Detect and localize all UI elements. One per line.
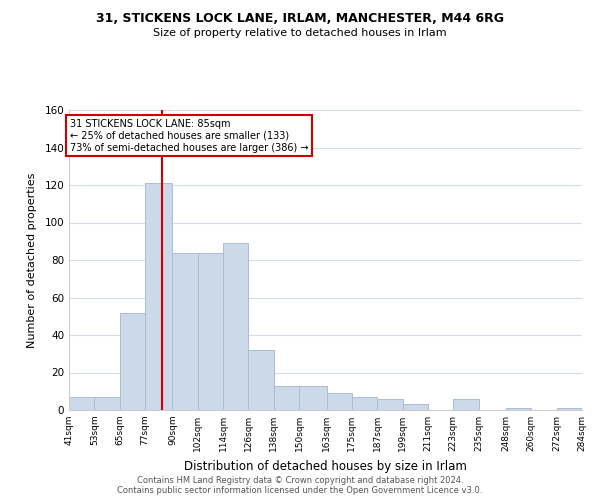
Bar — [403, 404, 428, 410]
X-axis label: Distribution of detached houses by size in Irlam: Distribution of detached houses by size … — [184, 460, 467, 472]
Bar — [145, 183, 172, 410]
Bar — [557, 408, 582, 410]
Text: 31 STICKENS LOCK LANE: 85sqm
← 25% of detached houses are smaller (133)
73% of s: 31 STICKENS LOCK LANE: 85sqm ← 25% of de… — [70, 120, 308, 152]
Bar — [299, 386, 326, 410]
Bar — [274, 386, 299, 410]
Bar — [326, 393, 352, 410]
Bar — [453, 399, 479, 410]
Bar — [248, 350, 274, 410]
Y-axis label: Number of detached properties: Number of detached properties — [28, 172, 37, 348]
Bar — [119, 312, 145, 410]
Text: Contains public sector information licensed under the Open Government Licence v3: Contains public sector information licen… — [118, 486, 482, 495]
Bar — [172, 252, 198, 410]
Bar — [506, 408, 532, 410]
Bar — [94, 397, 119, 410]
Text: Size of property relative to detached houses in Irlam: Size of property relative to detached ho… — [153, 28, 447, 38]
Text: 31, STICKENS LOCK LANE, IRLAM, MANCHESTER, M44 6RG: 31, STICKENS LOCK LANE, IRLAM, MANCHESTE… — [96, 12, 504, 26]
Bar — [352, 397, 377, 410]
Bar — [69, 397, 94, 410]
Bar — [377, 399, 403, 410]
Bar — [198, 252, 223, 410]
Text: Contains HM Land Registry data © Crown copyright and database right 2024.: Contains HM Land Registry data © Crown c… — [137, 476, 463, 485]
Bar — [223, 243, 248, 410]
